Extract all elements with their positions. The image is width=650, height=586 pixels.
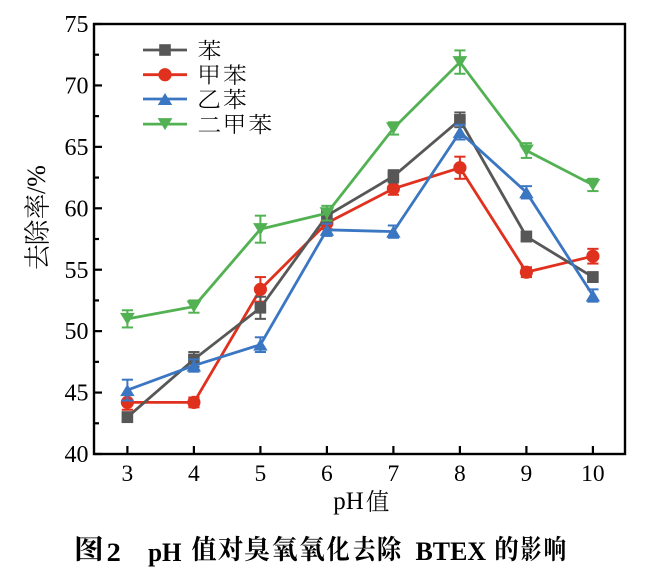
svg-text:4: 4	[188, 461, 200, 487]
svg-text:pH: pH	[148, 537, 182, 567]
svg-text:BTEX: BTEX	[416, 536, 487, 566]
svg-text:65: 65	[65, 135, 89, 161]
svg-text:10: 10	[581, 461, 605, 487]
svg-text:9: 9	[521, 461, 533, 487]
svg-text:7: 7	[388, 461, 400, 487]
svg-text:/%: /%	[22, 165, 51, 194]
svg-text:60: 60	[65, 196, 89, 222]
svg-text:40: 40	[65, 442, 89, 468]
svg-text:70: 70	[65, 74, 89, 100]
svg-text:45: 45	[65, 381, 89, 407]
svg-text:2: 2	[107, 537, 121, 567]
svg-text:6: 6	[321, 461, 333, 487]
svg-text:pH: pH	[333, 488, 364, 515]
svg-text:50: 50	[65, 319, 89, 345]
svg-text:3: 3	[122, 461, 134, 487]
svg-text:8: 8	[454, 461, 466, 487]
svg-text:75: 75	[65, 12, 89, 38]
svg-text:5: 5	[255, 461, 267, 487]
svg-text:55: 55	[65, 258, 89, 284]
